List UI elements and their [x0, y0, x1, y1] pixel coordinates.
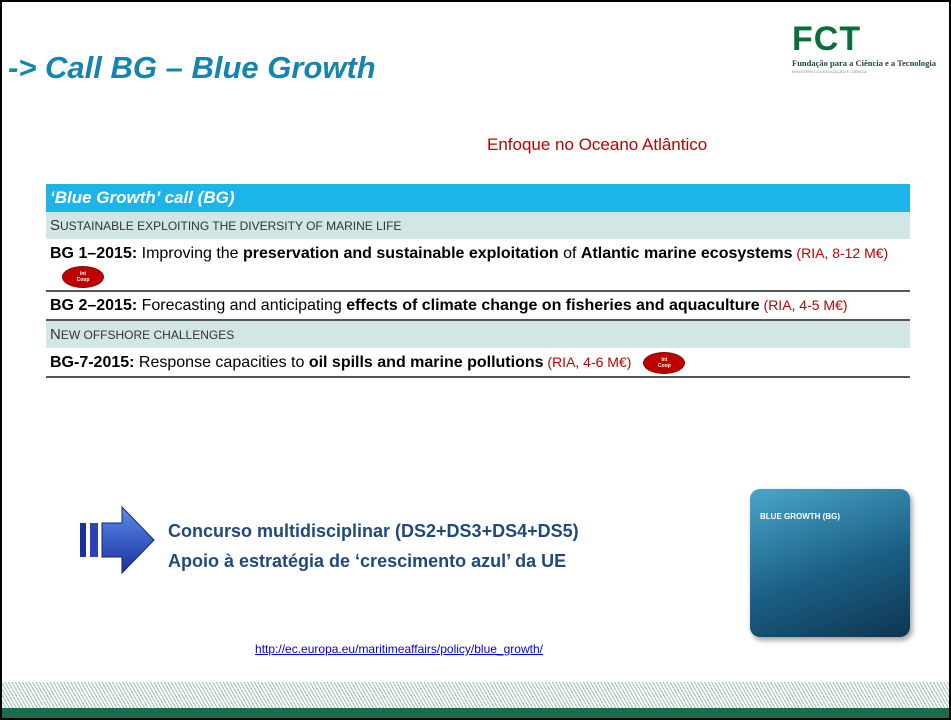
segment: BG 2–2015: [50, 297, 137, 314]
segment: BG-7-2015: [50, 354, 134, 371]
segment: preservation and sustainable exploitatio… [243, 245, 559, 262]
segment: Improving the [137, 245, 243, 262]
subtitle: Enfoque no Oceano Atlântico [487, 135, 707, 155]
table-header: ‘Blue Growth’ call (BG) [46, 184, 910, 212]
segment: Response capacities to [134, 354, 308, 371]
logo-ministry: MINISTÉRIO DA EDUCAÇÃO E CIÊNCIA [792, 69, 867, 74]
section-row: SUSTAINABLE EXPLOITING THE DIVERSITY OF … [46, 212, 910, 240]
item-row: BG-7-2015: Response capacities to oil sp… [46, 349, 910, 378]
segment: oil spills and marine pollutions [309, 354, 544, 371]
segment: Forecasting and anticipating [137, 297, 346, 314]
callout: Concurso multidisciplinar (DS2+DS3+DS4+D… [168, 516, 579, 576]
segment: (RIA, 4-6 M€) [544, 354, 632, 370]
segment: (RIA, 8-12 M€) [793, 245, 889, 261]
segment: BG 1–2015: [50, 245, 137, 262]
footer-band [2, 708, 949, 718]
segment: of [559, 245, 581, 262]
badge-text: Coop [658, 363, 671, 369]
link[interactable]: http://ec.europa.eu/maritimeaffairs/poli… [2, 642, 796, 656]
callout-line: Apoio à estratégia de ‘crescimento azul’… [168, 546, 579, 576]
arrow-icon [80, 505, 156, 575]
item-row: BG 1–2015: Improving the preservation an… [46, 240, 910, 292]
title: -> Call BG – Blue Growth [8, 50, 376, 86]
segment: effects of climate change on fisheries a… [346, 297, 759, 314]
slide: -> Call BG – Blue Growth FCT Fundação pa… [0, 0, 951, 720]
section-row: NEW OFFSHORE CHALLENGES [46, 321, 910, 349]
segment: (RIA, 4-5 M€) [760, 297, 848, 313]
badge-text: Coop [77, 277, 90, 283]
segment: Atlantic marine ecosystems [581, 245, 793, 262]
callout-line: Concurso multidisciplinar (DS2+DS3+DS4+D… [168, 516, 579, 546]
image-label: BLUE GROWTH (BG) [760, 512, 840, 521]
logo: FCT [792, 20, 861, 59]
item-row: BG 2–2015: Forecasting and anticipating … [46, 292, 910, 321]
logo-caption: Fundação para a Ciência e a Tecnologia [792, 58, 936, 68]
table: ‘Blue Growth’ call (BG) SUSTAINABLE EXPL… [46, 184, 910, 378]
